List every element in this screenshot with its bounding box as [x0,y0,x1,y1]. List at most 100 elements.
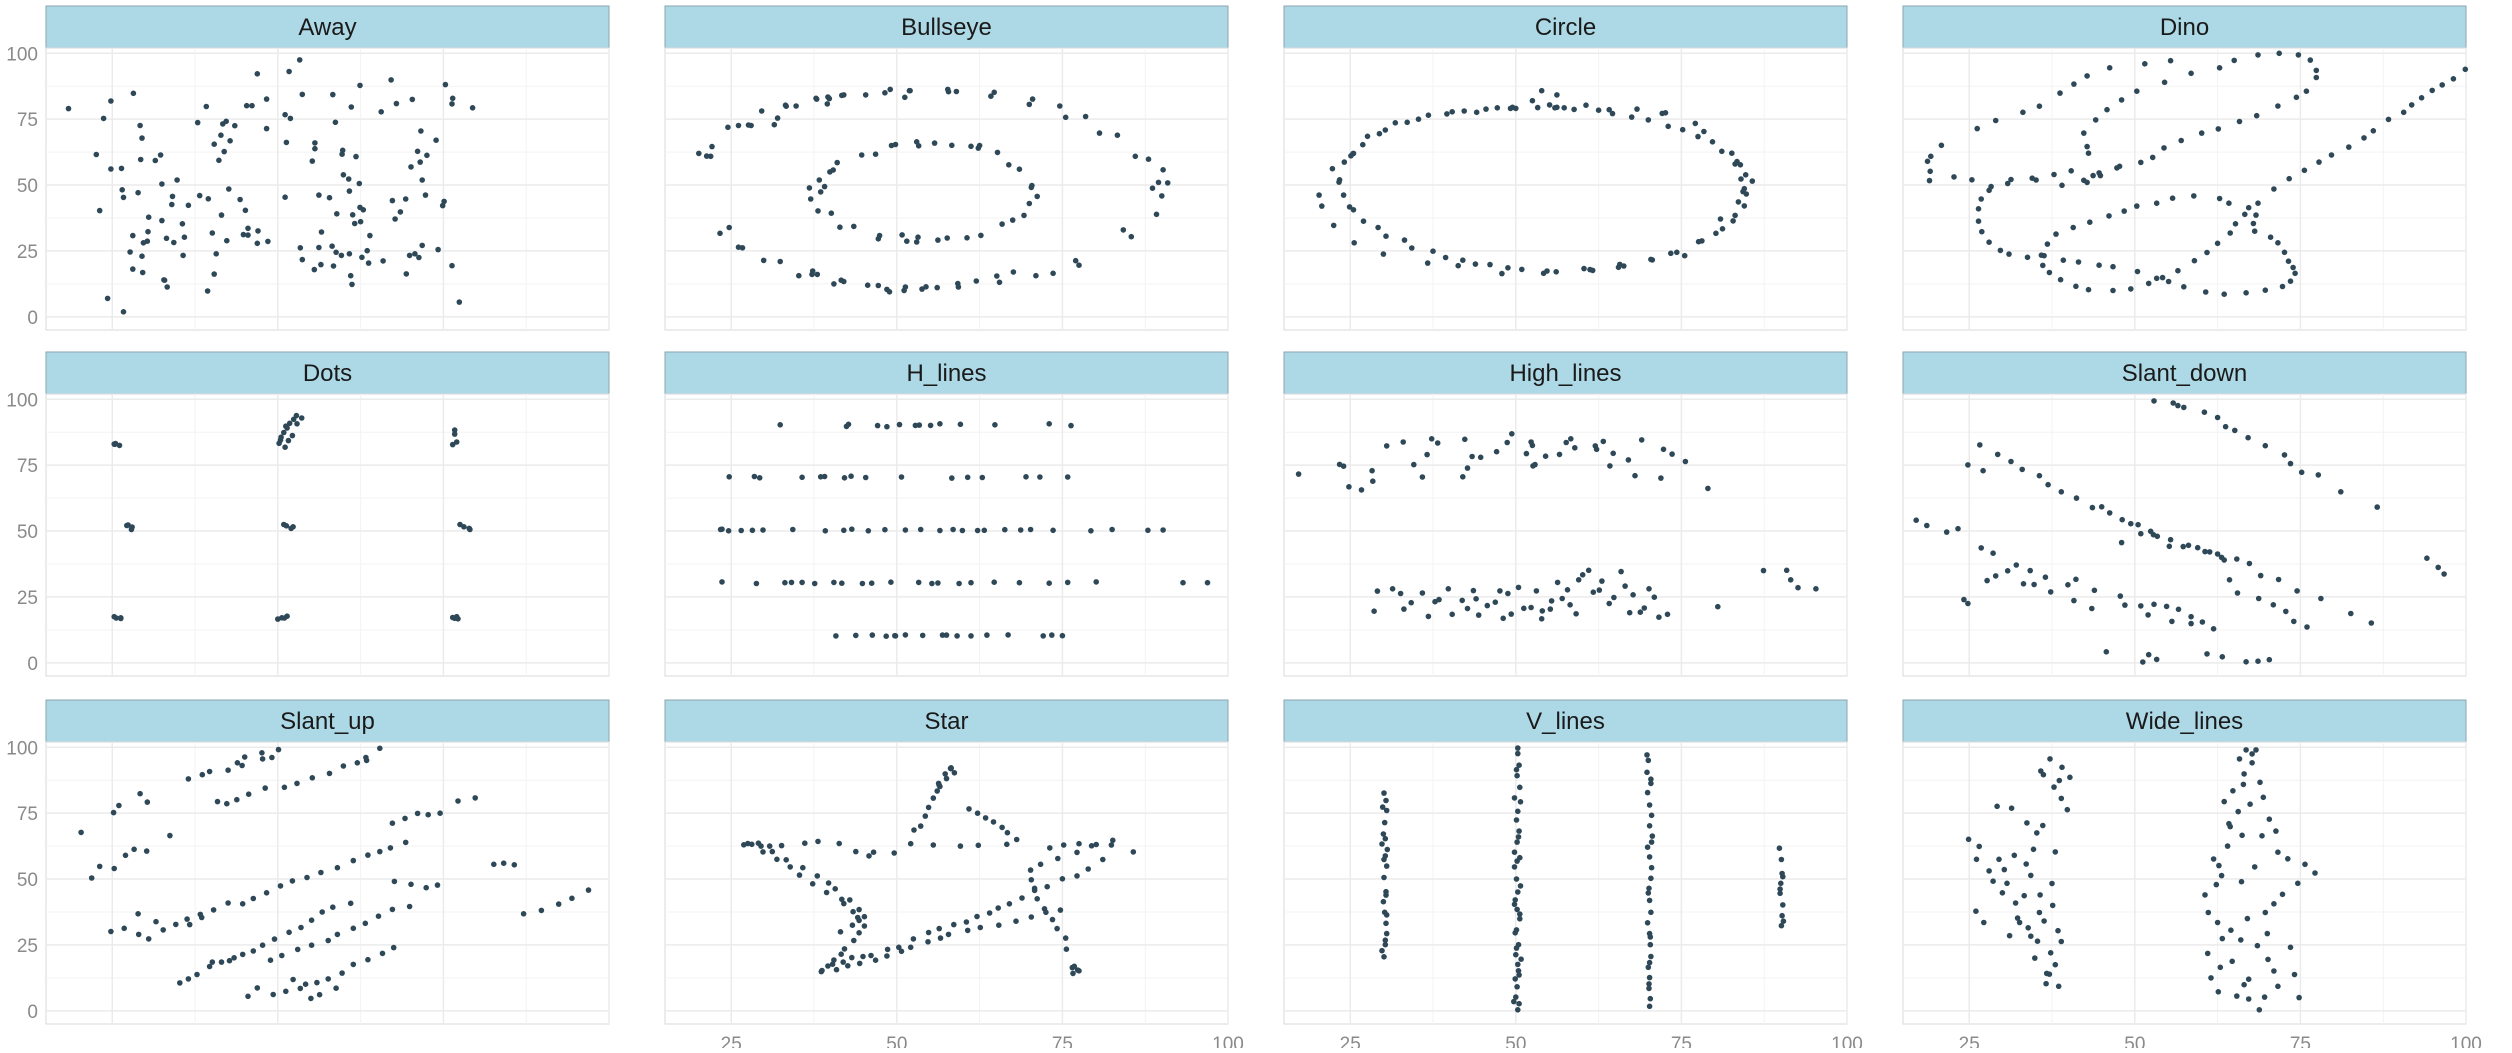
data-point [1517,799,1524,805]
data-point [2051,171,2057,178]
data-point [1668,250,1674,257]
data-point [144,799,151,805]
data-point [1477,454,1484,461]
data-point [1505,265,1511,271]
data-point [841,900,847,907]
data-point [2266,816,2273,822]
data-point [2285,258,2292,265]
data-point [2312,870,2318,876]
data-point [992,422,998,428]
data-point [185,776,192,782]
data-point [2012,900,2019,906]
data-point [945,931,952,938]
data-point [2031,581,2037,588]
data-point [1004,841,1010,848]
data-point [2236,118,2243,125]
data-point [209,230,216,236]
data-point [2006,251,2012,257]
data-point [2441,571,2447,577]
data-point [1040,633,1046,639]
facet-title: Slant_down [2122,360,2247,387]
data-point [491,861,497,868]
data-point [907,840,914,847]
data-point [1401,237,1408,243]
data-point [1738,176,1744,182]
facet-title: Wide_lines [2126,708,2243,735]
data-point [1760,567,1767,574]
data-point [1497,588,1503,594]
data-point [981,527,988,534]
data-point [120,309,127,315]
data-point [917,526,924,533]
data-point [2175,402,2181,409]
data-point [1646,981,1652,987]
data-point [145,214,152,220]
data-point [2194,544,2201,551]
data-point [1649,833,1656,839]
data-point [2368,620,2375,626]
data-point [1529,97,1536,104]
data-point [1016,579,1023,586]
data-point [169,201,175,208]
data-point [2138,603,2144,609]
data-point [991,89,997,96]
data-point [2020,581,2027,587]
data-point [408,164,414,170]
data-point [815,208,821,214]
data-point [902,527,909,533]
y-tick-label: 100 [6,44,38,65]
data-point [1434,440,1441,446]
data-point [127,249,133,255]
data-point [1509,104,1516,111]
facet-panel-circle: Circle [1283,5,1848,331]
data-point [1026,200,1033,207]
data-point [1380,831,1387,837]
data-point [944,235,950,241]
data-point [1540,270,1547,277]
data-point [416,254,422,261]
data-point [245,791,252,797]
data-point [1513,876,1520,882]
data-point [282,444,288,451]
data-point [1996,856,2002,863]
data-point [2153,200,2160,206]
data-point [2135,521,2141,528]
data-point [1589,267,1596,274]
data-point [1732,161,1738,167]
facet-strip [1902,699,2467,743]
data-point [2089,605,2095,612]
data-point [2128,286,2134,292]
data-point [269,754,275,761]
data-point [417,159,424,165]
data-point [330,904,336,910]
data-point [825,880,832,886]
data-point [177,980,183,986]
data-point [1460,474,1466,480]
data-point [2439,82,2445,88]
data-point [2241,981,2247,988]
data-point [2019,466,2025,473]
data-point [1401,606,1407,612]
data-point [2165,278,2172,285]
data-point [2210,856,2217,862]
data-point [259,750,265,756]
data-point [289,432,296,439]
data-point [139,135,145,141]
data-point [2043,970,2050,977]
data-point [1927,168,1933,175]
data-point [402,196,409,202]
data-point [1528,604,1534,611]
data-point [204,288,211,294]
data-point [451,427,458,433]
data-point [194,971,200,978]
x-tick-label: 50 [2124,1034,2145,1048]
data-point [1665,123,1671,130]
data-point [1973,908,1979,914]
data-point [453,439,460,445]
facet-panel-away: Away 0 25 50 75 100 [6,5,610,331]
data-point [171,239,177,246]
data-point [1341,159,1348,165]
data-point [1926,177,1933,184]
data-point [774,856,780,863]
data-point [1564,587,1571,593]
